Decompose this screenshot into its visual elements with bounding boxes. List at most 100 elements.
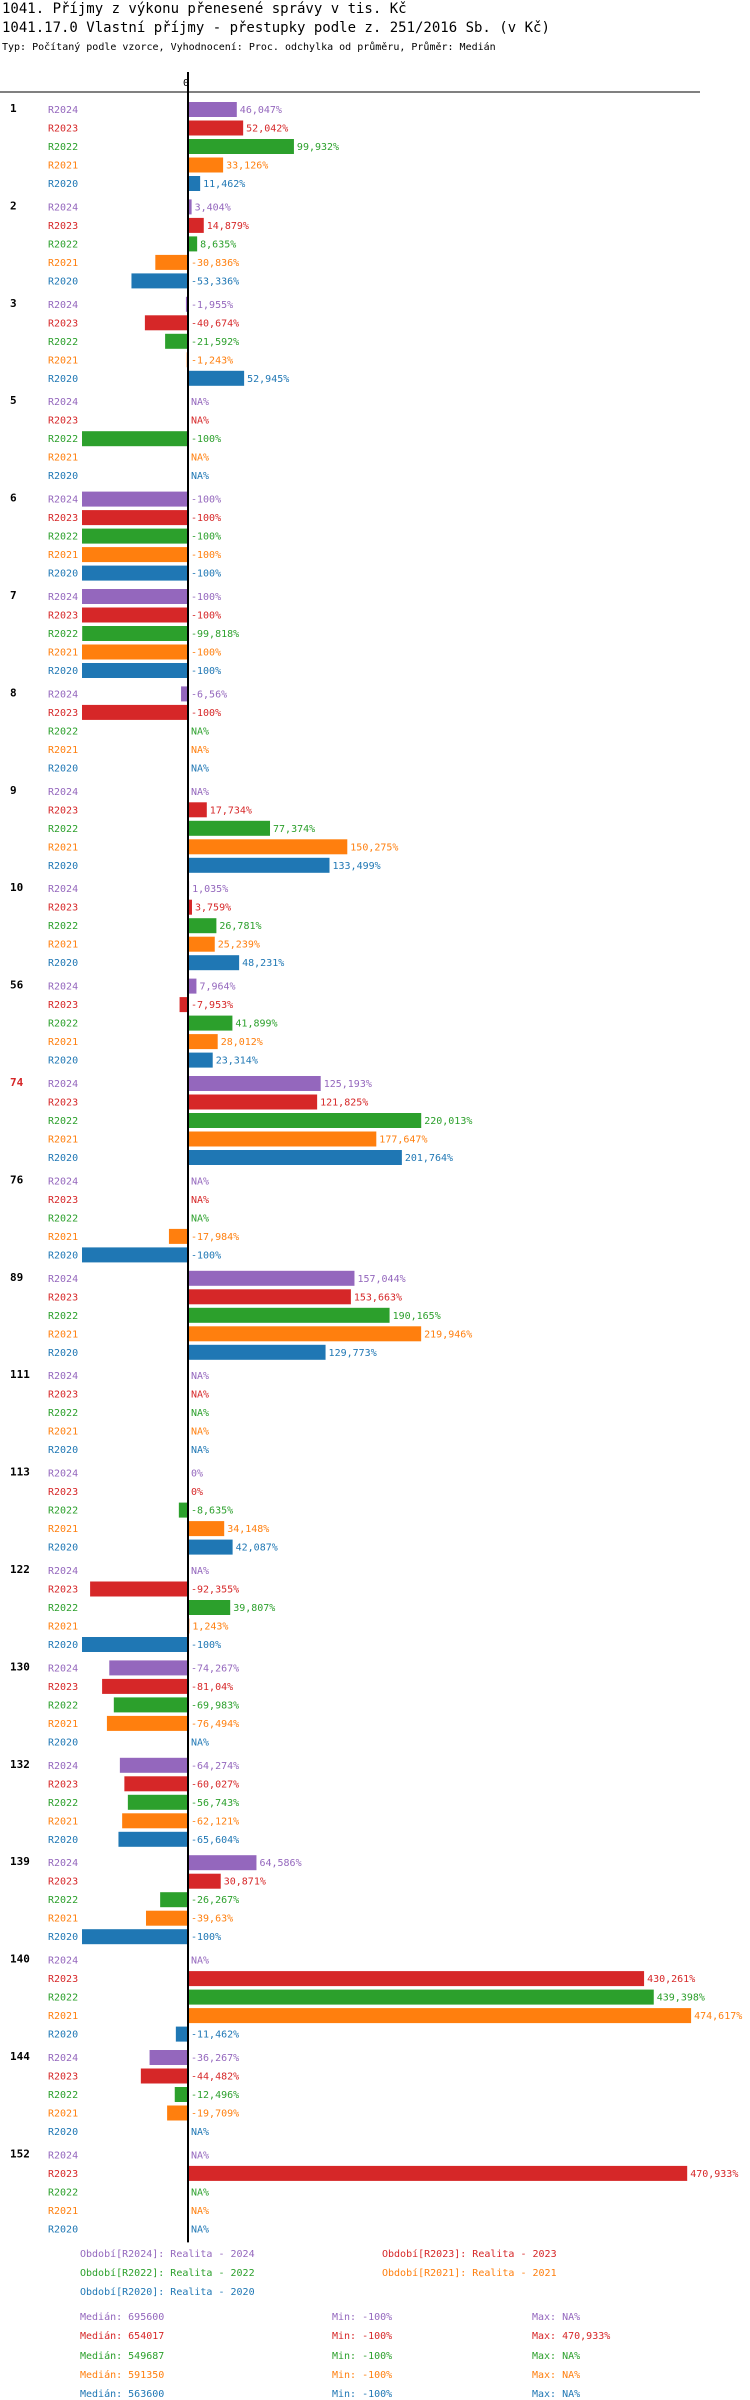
series-label-152-R2023: R2023 [48,2169,78,2180]
data-label-7-R2021: -100% [191,648,221,659]
series-label-76-R2021: R2021 [48,1232,78,1243]
series-label-8-R2021: R2021 [48,745,78,756]
series-label-8-R2022: R2022 [48,726,78,737]
series-label-152-R2024: R2024 [48,2150,78,2161]
data-label-122-R2020: -100% [191,1640,221,1651]
series-label-2-R2023: R2023 [48,221,78,232]
series-label-76-R2022: R2022 [48,1213,78,1224]
group-label-152: 152 [10,2147,30,2160]
series-label-74-R2021: R2021 [48,1135,78,1146]
stat-max-R2020: Max: NA% [532,2389,581,2400]
bar-139-R2022 [160,1892,188,1908]
series-label-3-R2024: R2024 [48,300,78,311]
group-label-6: 6 [10,492,17,505]
bar-113-R2020 [188,1539,233,1555]
bar-74-R2024 [188,1076,321,1091]
bar-132-R2021 [122,1813,188,1829]
series-label-7-R2020: R2020 [48,666,78,677]
stat-max-R2022: Max: NA% [532,2350,581,2362]
series-label-144-R2021: R2021 [48,2109,78,2120]
chart-subtitle: 1041.17.0 Vlastní příjmy - přestupky pod… [2,20,550,36]
series-label-5-R2024: R2024 [48,397,78,408]
series-label-7-R2023: R2023 [48,611,78,622]
bar-1-R2022 [188,139,294,154]
data-label-9-R2022: 77,374% [273,824,315,835]
data-label-152-R2020: NA% [191,2224,209,2235]
series-label-3-R2023: R2023 [48,318,78,329]
series-label-139-R2022: R2022 [48,1895,78,1906]
data-label-89-R2021: 219,946% [424,1329,472,1340]
bar-122-R2023 [90,1581,188,1597]
bar-9-R2023 [188,802,207,818]
data-label-6-R2021: -100% [191,550,221,561]
data-label-1-R2024: 46,047% [240,105,282,116]
data-label-111-R2023: NA% [191,1390,209,1401]
series-label-89-R2023: R2023 [48,1292,78,1303]
data-label-2-R2024: 3,404% [195,202,231,213]
data-label-76-R2024: NA% [191,1176,209,1187]
bar-144-R2022 [174,2087,188,2102]
data-label-139-R2022: -26,267% [191,1895,239,1906]
data-label-1-R2023: 52,042% [246,124,288,135]
data-label-140-R2022: 439,398% [657,1993,705,2004]
series-label-113-R2022: R2022 [48,1506,78,1517]
data-label-9-R2020: 133,499% [333,861,381,872]
data-label-113-R2021: 34,148% [227,1524,269,1535]
series-label-5-R2022: R2022 [48,434,78,445]
bar-6-R2023 [82,510,188,526]
series-label-6-R2020: R2020 [48,569,78,580]
bar-2-R2020 [131,273,188,289]
bar-8-R2024 [181,686,188,702]
data-label-2-R2023: 14,879% [207,221,249,232]
group-label-144: 144 [10,2050,30,2063]
bar-113-R2022 [178,1502,188,1518]
series-label-139-R2020: R2020 [48,1932,78,1943]
data-label-113-R2020: 42,087% [236,1543,278,1554]
series-label-152-R2022: R2022 [48,2187,78,2198]
series-label-132-R2022: R2022 [48,1798,78,1809]
data-label-7-R2024: -100% [191,592,221,603]
series-label-1-R2022: R2022 [48,142,78,153]
bar-5-R2022 [82,431,188,447]
data-label-74-R2020: 201,764% [405,1153,453,1164]
data-label-152-R2022: NA% [191,2187,209,2198]
data-label-5-R2023: NA% [191,416,209,427]
series-label-7-R2021: R2021 [48,648,78,659]
data-label-6-R2024: -100% [191,495,221,506]
data-label-130-R2023: -81,04% [191,1682,233,1693]
data-label-6-R2023: -100% [191,513,221,524]
series-label-140-R2020: R2020 [48,2030,78,2041]
series-label-144-R2022: R2022 [48,2090,78,2101]
data-label-7-R2023: -100% [191,611,221,622]
data-label-140-R2023: 430,261% [647,1974,695,1985]
bar-144-R2021 [167,2105,188,2121]
series-label-132-R2021: R2021 [48,1816,78,1827]
bar-6-R2022 [82,528,188,544]
data-label-10-R2023: 3,759% [195,903,231,914]
bar-6-R2021 [82,547,188,563]
data-label-122-R2021: 1,243% [192,1622,228,1633]
stat-median-R2023: Medián: 654017 [80,2331,165,2343]
bar-139-R2023 [188,1873,221,1889]
group-label-7: 7 [10,589,17,602]
bar-7-R2020 [82,663,188,678]
series-label-152-R2020: R2020 [48,2224,78,2235]
series-label-56-R2020: R2020 [48,1056,78,1067]
series-label-111-R2023: R2023 [48,1390,78,1401]
data-label-89-R2022: 190,165% [393,1311,441,1322]
series-label-1-R2020: R2020 [48,179,78,190]
bar-56-R2022 [188,1015,233,1031]
bar-10-R2023 [188,899,192,915]
group-label-2: 2 [10,199,17,212]
data-label-2-R2020: -53,336% [191,276,239,287]
series-label-132-R2024: R2024 [48,1761,78,1772]
series-label-56-R2024: R2024 [48,982,78,993]
bar-56-R2020 [188,1052,213,1068]
data-label-152-R2023: 470,933% [690,2169,738,2180]
data-label-113-R2022: -8,635% [191,1506,233,1517]
series-label-2-R2022: R2022 [48,239,78,250]
bar-132-R2023 [124,1776,188,1792]
bar-1-R2024 [188,102,237,117]
series-label-10-R2020: R2020 [48,958,78,969]
series-label-130-R2023: R2023 [48,1682,78,1693]
